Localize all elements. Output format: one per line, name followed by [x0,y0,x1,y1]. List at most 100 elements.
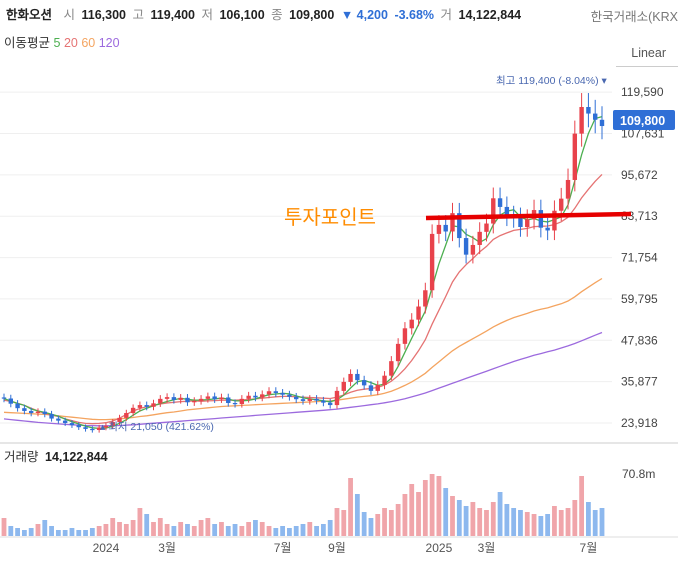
candle-body [593,113,598,120]
candle-body [232,403,238,405]
volume-bar [266,526,272,536]
volume-bar [28,528,34,536]
candles [1,93,605,433]
stock-name: 한화오션 [6,8,53,22]
candle-body [334,390,340,406]
ma120-label: 120 [98,36,120,50]
open-label: 시 [63,8,76,22]
candle-body [124,413,129,418]
y-tick-label: 107,631 [621,127,665,141]
candle-body [579,107,584,134]
time-axis: 2024 3월 7월 9월 2025 3월 7월 [93,541,598,555]
investment-point-label: 투자포인트 [284,205,376,229]
candle-body [42,411,47,415]
moving-average-label: 이동평균 [4,36,51,50]
candle-body [436,224,442,234]
volume-bar [368,518,374,536]
volume-bar [470,502,476,536]
volume-bar [8,526,14,536]
candle-body [538,210,544,228]
candle-body [565,179,571,199]
volume-bar [178,522,184,536]
volume-bar [110,518,116,536]
volume-bar [436,476,442,536]
candle-body [572,133,578,180]
candle-body [457,213,462,239]
ma5-label: 5 [53,36,61,50]
volume-bar [354,494,360,536]
volume-bars [1,474,605,536]
candle-body [212,396,217,400]
candle-body [205,396,211,399]
candle-body [171,397,177,400]
candle-body [463,238,469,255]
candle-body [470,244,476,255]
candle-body [368,385,374,391]
volume-bar [429,474,435,536]
moving-average-legend[interactable]: 이동평균 5 20 60 120 [4,32,120,51]
volume-bar [504,504,510,536]
volume-bar [565,508,571,536]
high-label: 고 [132,8,144,22]
volume-bar [422,480,428,536]
volume-bar [117,522,122,536]
volume-bar [42,520,48,536]
volume-bar [443,488,449,536]
candle-body [559,198,564,211]
volume-bar [314,526,319,536]
exchange-name: 한국거래소(KRX [590,10,678,24]
candle-body [198,398,204,401]
x-tick-label: 7월 [580,541,598,555]
candle-body [110,422,115,426]
candle-body [497,198,503,207]
volume-bar [69,528,75,536]
volume-bar [490,502,496,536]
price-header: 한화오션 시 116,300 고 119,400 저 106,100 종 109… [6,4,524,22]
volume-max-tick: 70.8m [622,467,655,481]
candle-body [504,206,510,216]
volume-bar [552,506,557,536]
x-tick-label: 3월 [478,541,496,555]
volume-bar [55,530,61,536]
max-price-note: 최고 119,400 (-8.04%) ▾ [496,75,608,87]
x-tick-label: 7월 [274,541,292,555]
volume-bar [572,500,578,536]
scale-divider [616,66,678,67]
ma20-label: 20 [63,36,78,50]
candle-body [429,233,435,291]
volume-bar [144,514,150,536]
candle-body [525,219,530,227]
candle-body [49,414,54,419]
x-tick-label: 2024 [93,541,120,555]
volume-bar [538,516,544,536]
y-tick-label: 71,754 [621,251,658,265]
volume-bar [287,528,292,536]
volume-bar [327,520,333,536]
candle-body [545,227,550,231]
candle-body [552,210,557,231]
candle-body [314,398,319,401]
ma60-label: 60 [81,36,96,50]
volume-bar [191,526,197,536]
candle-body [484,223,489,232]
volume-bar [579,476,585,536]
volume-bar [402,494,408,536]
change-value: ▼ 4,200 [340,8,388,22]
volume-bar [361,512,367,536]
candle-body [8,398,13,404]
scale-mode-toggle[interactable]: Linear [631,46,666,60]
candle-body [327,402,333,406]
volume-value: 14,122,844 [458,8,522,22]
volume-bar [484,510,489,536]
candle-body [477,231,482,245]
volume-bar [382,508,387,536]
x-tick-label: 9월 [328,541,346,555]
ma120-line [3,331,603,427]
candle-body [96,427,102,430]
candle-body [151,403,156,407]
candle-body [158,398,163,404]
candle-body [518,217,523,227]
candle-body [137,405,143,408]
candle-body [266,391,272,395]
